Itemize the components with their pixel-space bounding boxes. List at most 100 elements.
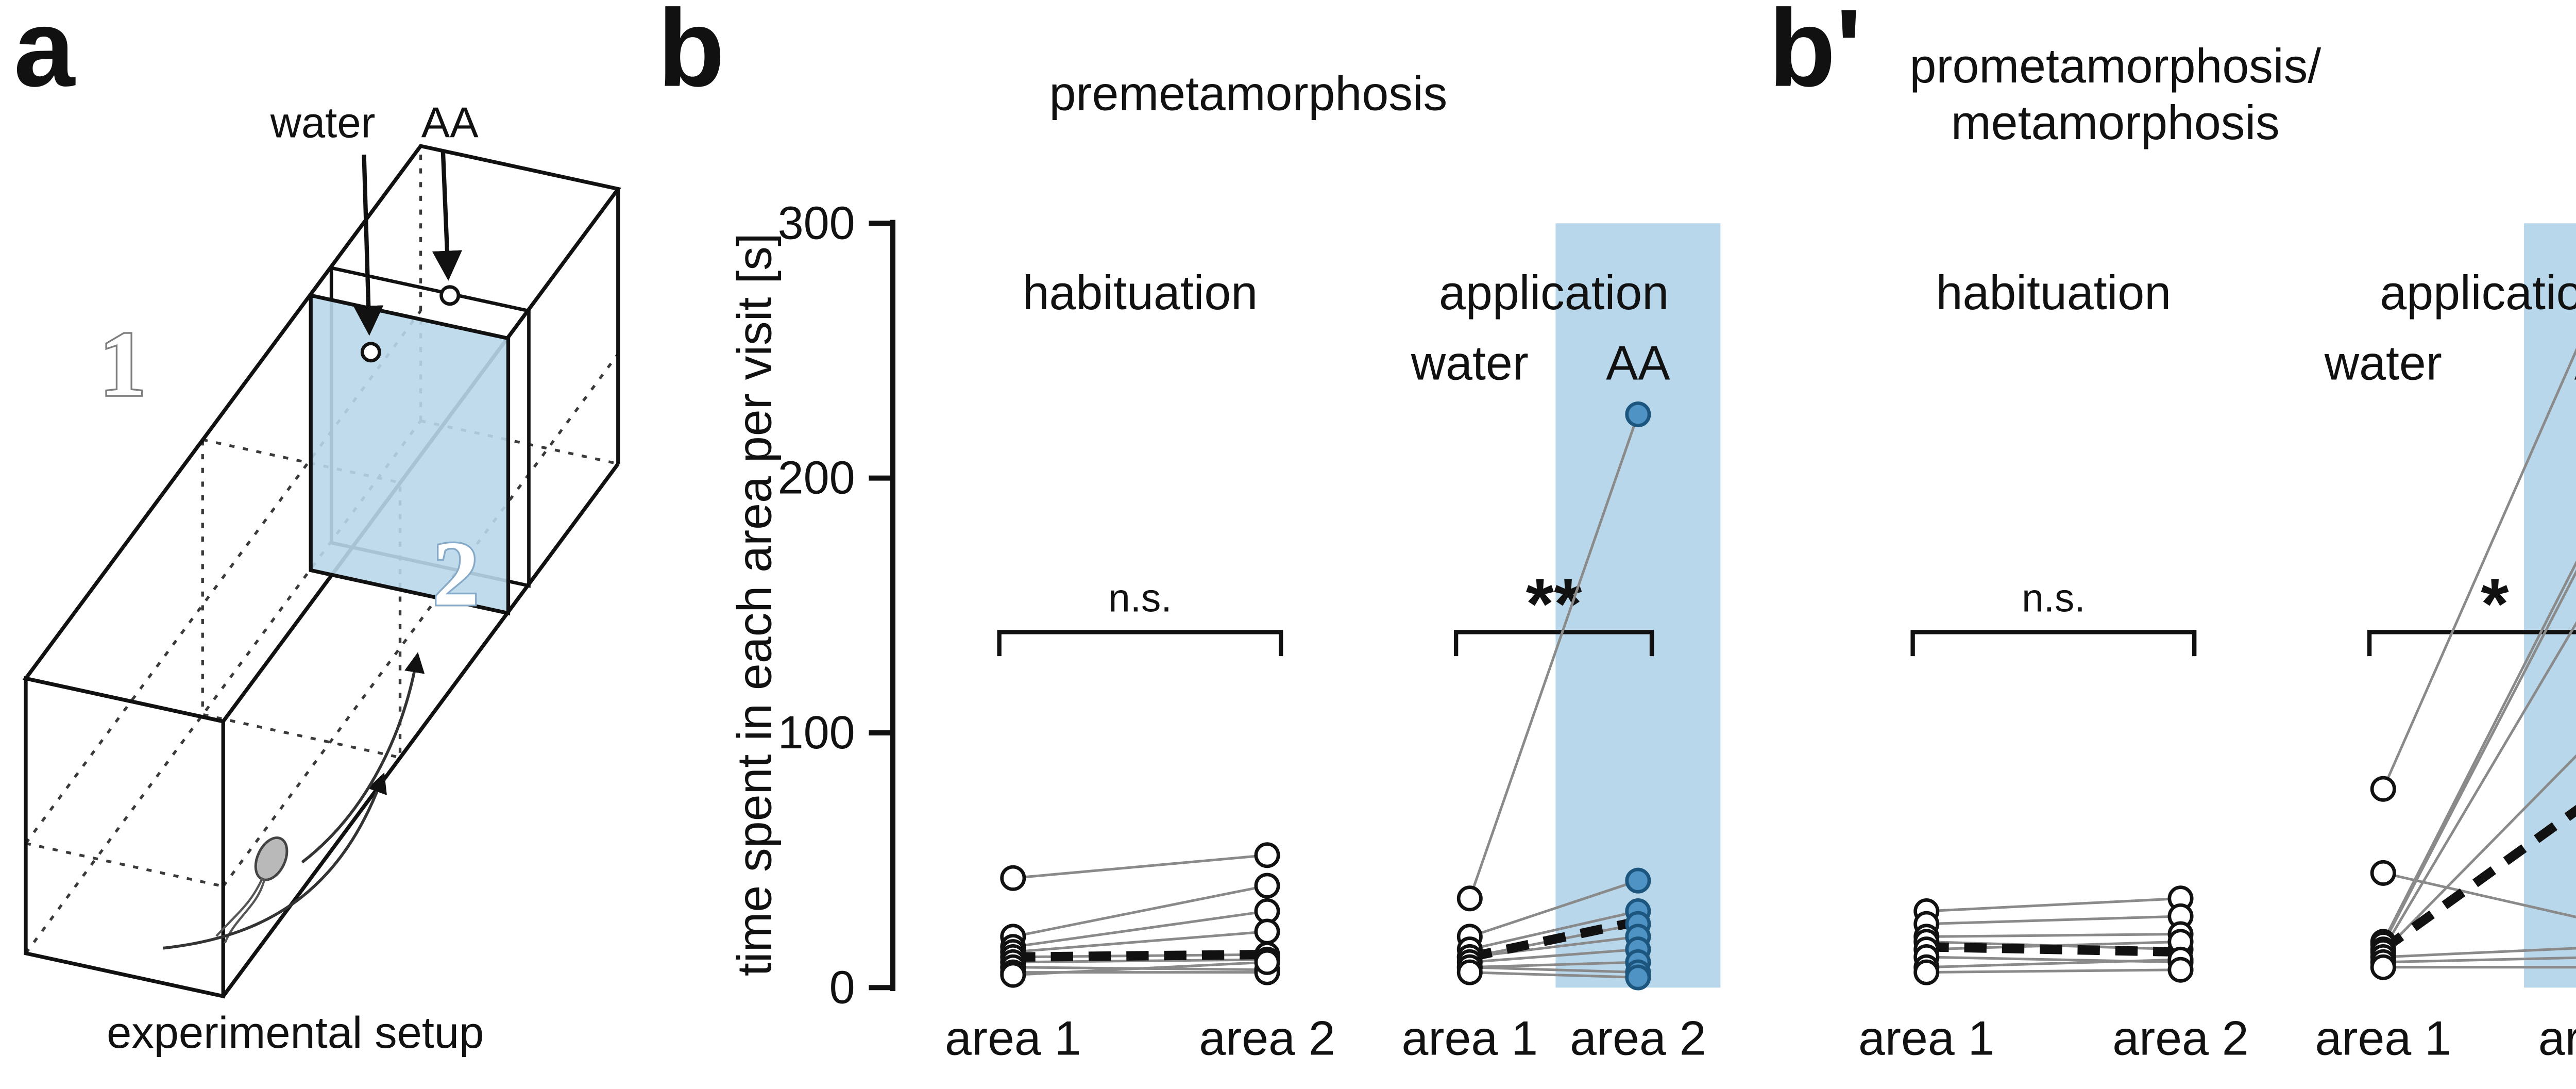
panel-label-bprime: b' (1768, 0, 1862, 110)
significance-label: n.s. (2022, 576, 2086, 620)
water-column-label: water (2324, 337, 2442, 390)
data-point-area2 (1254, 873, 1280, 899)
pair-line (2382, 569, 2576, 945)
pair-line (1469, 910, 1638, 951)
significance-bracket (2367, 630, 2576, 657)
significance-bracket (997, 630, 1283, 657)
pair-line (1926, 958, 2181, 969)
x-category-label: area 1 (1402, 1011, 1538, 1065)
significance-label: n.s. (1108, 576, 1172, 620)
pair-line (2383, 872, 2576, 918)
condition-label: application (2380, 266, 2576, 320)
aa-highlight-band (2524, 223, 2576, 988)
data-point-area2 (1254, 918, 1280, 945)
data-point-area1 (2370, 860, 2396, 886)
data-point-area2 (2167, 957, 2194, 983)
aa-arrow (432, 151, 463, 281)
condition-label: application (1439, 266, 1669, 320)
mean-line (1926, 942, 2181, 957)
significance-bracket (1453, 630, 1654, 657)
significance-label: ** (1526, 563, 1582, 644)
aa-highlight-band (1555, 223, 1721, 988)
condition-label: habituation (1936, 266, 2172, 320)
x-category-label: area 1 (945, 1011, 1081, 1065)
pair-line (1469, 935, 1638, 959)
setup-caption: experimental setup (107, 1006, 484, 1058)
data-point-area1 (2370, 954, 2396, 980)
x-category-label: area 1 (1858, 1011, 1995, 1065)
title-prometamorphosis-line2: metamorphosis (1951, 96, 2280, 149)
data-point-area1 (1000, 865, 1026, 891)
aa-column-label: AA (2574, 337, 2576, 390)
water-inlet-hole (360, 342, 381, 363)
data-point-area1 (1000, 962, 1026, 988)
area2-number: 2 (433, 522, 479, 625)
pair-line (1468, 414, 1639, 899)
data-point-area1 (2370, 776, 2396, 802)
data-point-area2 (1625, 867, 1651, 894)
data-point-area2 (1254, 842, 1280, 868)
pair-line (1926, 968, 2181, 974)
x-category-label: area 1 (2315, 1011, 2452, 1065)
divider-slab (309, 265, 531, 616)
pair-line (1013, 958, 1267, 964)
pair-line (2383, 956, 2576, 964)
y-tick-label: 300 (778, 197, 855, 249)
data-point-area2 (1625, 401, 1651, 428)
movement-arrow-1 (163, 772, 387, 950)
panel-label-b: b (657, 0, 725, 110)
panel-label-a: a (13, 0, 75, 110)
pair-line (1013, 961, 1267, 977)
data-point-area1 (1913, 959, 1940, 985)
pair-line (1926, 897, 2181, 913)
aa-inlet-hole (439, 285, 461, 306)
pair-line (1926, 932, 2181, 938)
water-inlet-label: water (270, 99, 376, 147)
mean-line (2380, 805, 2576, 953)
y-tick-label: 200 (778, 453, 855, 504)
x-category-label: area 2 (2538, 1011, 2576, 1065)
pair-line (1469, 948, 1638, 964)
title-prometamorphosis: prometamorphosis/ metamorphosis (1910, 38, 2321, 151)
movement-arrow-2 (301, 652, 425, 864)
x-category-label: area 2 (2112, 1011, 2249, 1065)
x-category-label: area 2 (1570, 1011, 1706, 1065)
pair-line (1469, 966, 1638, 974)
pair-line (1013, 853, 1267, 880)
pair-line (1013, 930, 1267, 953)
pair-line (1926, 915, 2181, 926)
water-column-label: water (1411, 337, 1529, 390)
mean-line (1013, 949, 1267, 962)
aa-column-label: AA (1606, 337, 1670, 390)
pair-line (2382, 621, 2576, 950)
pair-line (1012, 884, 1268, 938)
pair-line (2383, 947, 2576, 959)
pair-line (1469, 971, 1638, 979)
pair-line (1469, 879, 1639, 938)
data-point-area1 (1456, 885, 1483, 912)
data-point-area2 (1254, 949, 1280, 975)
y-tick-label: 0 (829, 962, 855, 1013)
significance-label: * (2481, 563, 2509, 644)
data-point-area1 (1456, 959, 1483, 985)
pair-line (2382, 560, 2576, 943)
area1-number: 1 (99, 313, 146, 415)
pair-line (2382, 754, 2576, 953)
data-point-area2 (1625, 964, 1651, 991)
title-prometamorphosis-line1: prometamorphosis/ (1909, 39, 2321, 93)
pair-line (1012, 910, 1267, 948)
pair-line (2382, 347, 2576, 790)
condition-label: habituation (1023, 266, 1258, 320)
water-arrow (353, 154, 384, 336)
x-category-label: area 2 (1199, 1011, 1335, 1065)
mean-line (1468, 916, 1639, 962)
area2-divider-face (309, 293, 511, 616)
pair-line (1469, 961, 1638, 969)
aa-inlet-label: AA (421, 99, 479, 147)
y-tick-label: 100 (778, 707, 855, 759)
title-premetamorphosis: premetamorphosis (1049, 66, 1448, 121)
significance-bracket (1910, 630, 2197, 657)
